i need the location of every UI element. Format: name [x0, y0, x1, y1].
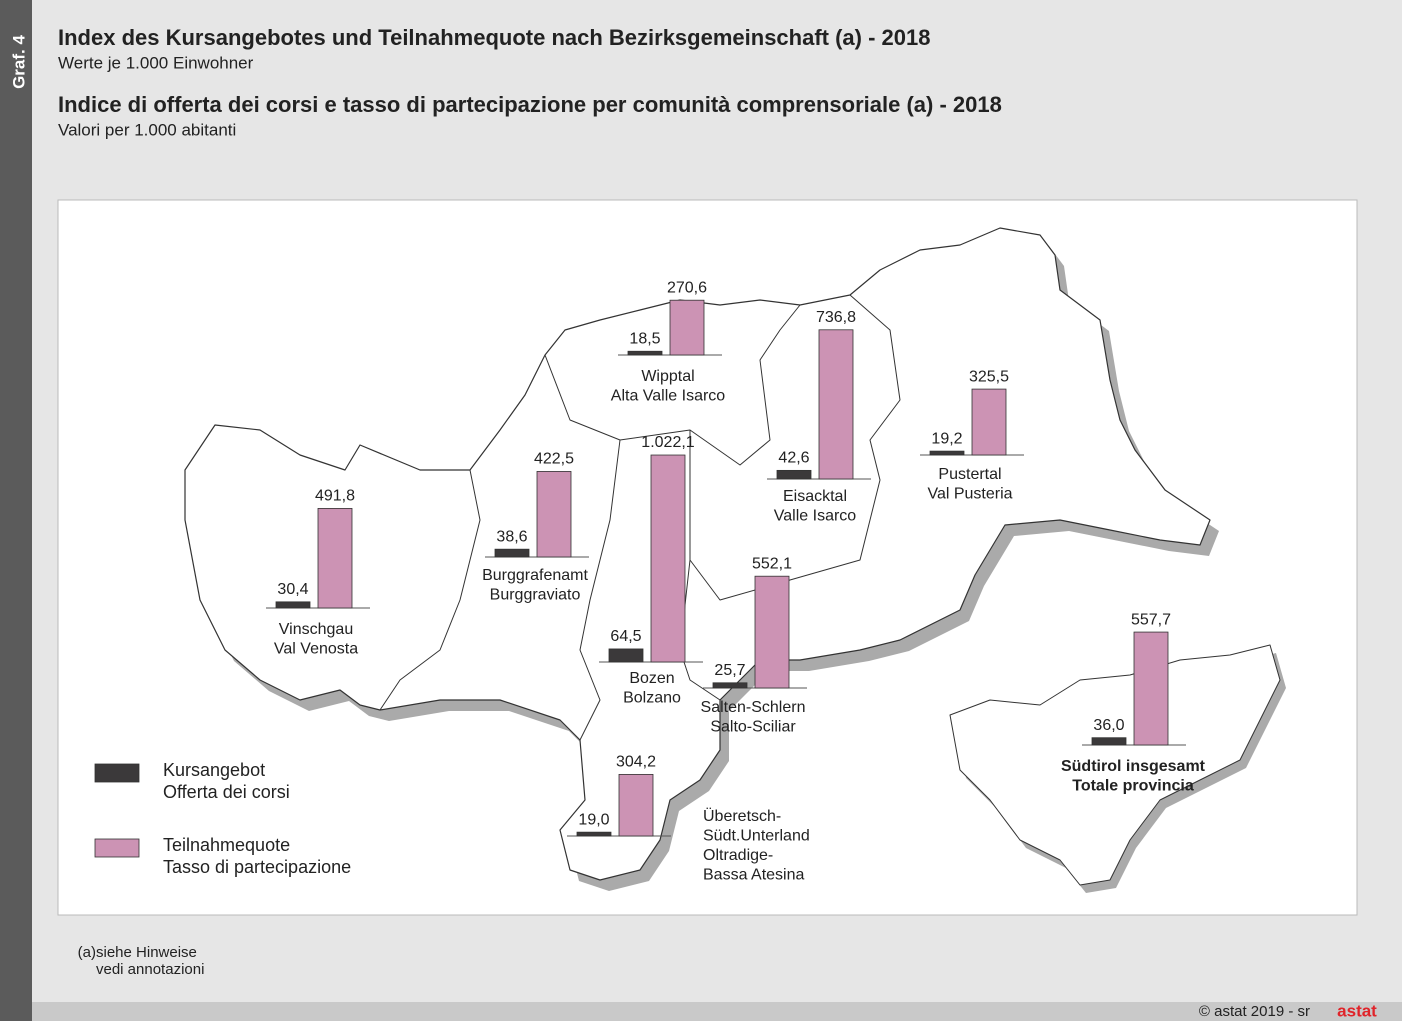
bar	[650, 454, 686, 663]
region-label: Burggrafenamt	[482, 567, 588, 584]
region-label: Südt.Unterland	[703, 828, 810, 845]
value-label: 38,6	[496, 528, 527, 545]
region-label: Wipptal	[641, 368, 694, 385]
bar	[754, 575, 790, 689]
district-border	[379, 469, 481, 711]
region-label: Burggraviato	[490, 587, 581, 604]
value-label: 19,2	[931, 430, 962, 447]
bar	[1091, 737, 1127, 746]
region-label: Bozen	[629, 670, 674, 687]
copyright: © astat 2019 - sr	[1199, 1003, 1310, 1020]
value-label: 64,5	[610, 628, 641, 645]
district-border	[579, 439, 621, 741]
region-label: Val Venosta	[274, 641, 358, 658]
value-label: 304,2	[616, 754, 656, 771]
footnote: siehe Hinweise	[96, 944, 197, 961]
title: Index des Kursangebotes und Teilnahmequo…	[58, 25, 930, 50]
title: Indice di offerta dei corsi e tasso di p…	[58, 92, 1002, 117]
subtitle: Valori per 1.000 abitanti	[58, 120, 236, 139]
bar	[608, 648, 644, 663]
bar	[971, 388, 1007, 456]
side-label: Graf. 4	[9, 35, 28, 89]
footer-band	[32, 1002, 1402, 1021]
legend-label: Teilnahmequote	[163, 835, 290, 855]
region-label: Überetsch-	[703, 807, 781, 825]
value-label: 325,5	[969, 368, 1009, 385]
district-border	[544, 304, 801, 466]
province-outline	[184, 227, 1211, 881]
region-label: Oltradige-	[703, 847, 773, 864]
logo: astat	[1337, 1001, 1377, 1020]
legend-swatch	[94, 838, 140, 858]
district-border	[689, 294, 901, 601]
bar	[576, 831, 612, 837]
bar	[669, 299, 705, 356]
region-label: Val Pusteria	[927, 486, 1012, 503]
footnote: vedi annotazioni	[96, 961, 204, 978]
bar	[776, 469, 812, 480]
bar	[618, 773, 654, 837]
legend-label: Kursangebot	[163, 760, 265, 780]
bar	[494, 548, 530, 558]
side-stripe	[0, 0, 32, 1021]
province-outline	[949, 644, 1281, 886]
value-label: 491,8	[315, 488, 355, 505]
region-label: Totale provincia	[1072, 778, 1194, 795]
legend-label: Tasso di partecipazione	[163, 857, 351, 877]
region-label: Valle Isarco	[774, 508, 857, 525]
value-label: 557,7	[1131, 611, 1171, 628]
legend-label: Offerta dei corsi	[163, 782, 290, 802]
region-label: Salto-Sciliar	[710, 719, 796, 736]
value-label: 18,5	[629, 330, 660, 347]
bar	[818, 329, 854, 480]
bar	[536, 471, 572, 558]
region-label: Eisacktal	[783, 488, 847, 505]
region-label: Bolzano	[623, 690, 681, 707]
footnote-mark: (a)	[78, 944, 96, 961]
value-label: 422,5	[534, 451, 574, 468]
bar	[1133, 631, 1169, 746]
map	[184, 227, 1286, 893]
bar	[712, 682, 748, 689]
region-label: Alta Valle Isarco	[611, 388, 726, 405]
region-label: Salten-Schlern	[701, 699, 806, 716]
value-label: 552,1	[752, 555, 792, 572]
bar	[627, 350, 663, 356]
region-label: Südtirol insgesamt	[1061, 758, 1206, 775]
legend-swatch	[94, 763, 140, 783]
value-label: 736,8	[816, 309, 856, 326]
bar	[275, 601, 311, 609]
value-label: 1.022,1	[641, 434, 694, 451]
subtitle: Werte je 1.000 Einwohner	[58, 53, 254, 72]
bar	[929, 450, 965, 456]
bar	[317, 508, 353, 609]
value-label: 270,6	[667, 279, 707, 296]
value-label: 30,4	[277, 581, 308, 598]
region-label: Pustertal	[938, 466, 1001, 483]
value-label: 25,7	[714, 662, 745, 679]
value-label: 36,0	[1093, 717, 1124, 734]
value-label: 42,6	[778, 450, 809, 467]
region-label: Vinschgau	[279, 621, 353, 638]
value-label: 19,0	[578, 811, 609, 828]
region-label: Bassa Atesina	[703, 867, 805, 884]
